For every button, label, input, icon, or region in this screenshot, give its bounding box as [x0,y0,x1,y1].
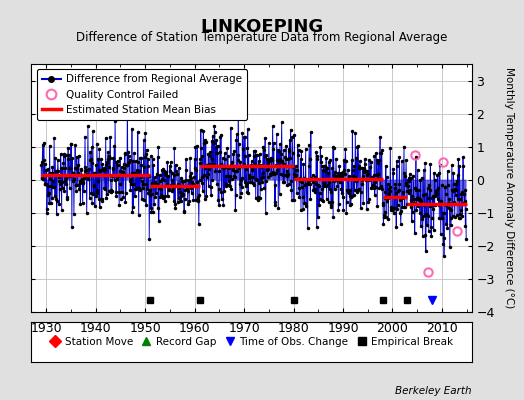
Legend: Difference from Regional Average, Quality Control Failed, Estimated Station Mean: Difference from Regional Average, Qualit… [37,69,247,120]
Legend: Station Move, Record Gap, Time of Obs. Change, Empirical Break: Station Move, Record Gap, Time of Obs. C… [46,333,457,351]
Text: 1990: 1990 [327,322,359,335]
Text: 2000: 2000 [377,322,408,335]
Text: LINKOEPING: LINKOEPING [200,18,324,36]
Text: 1930: 1930 [30,322,62,335]
Text: 1980: 1980 [278,322,310,335]
Text: Difference of Station Temperature Data from Regional Average: Difference of Station Temperature Data f… [77,31,447,44]
Text: 1970: 1970 [228,322,260,335]
Y-axis label: Monthly Temperature Anomaly Difference (°C): Monthly Temperature Anomaly Difference (… [504,67,514,309]
Text: 1950: 1950 [129,322,161,335]
Text: Berkeley Earth: Berkeley Earth [395,386,472,396]
Text: 1960: 1960 [179,322,211,335]
Text: 1940: 1940 [80,322,112,335]
Text: 2010: 2010 [426,322,458,335]
